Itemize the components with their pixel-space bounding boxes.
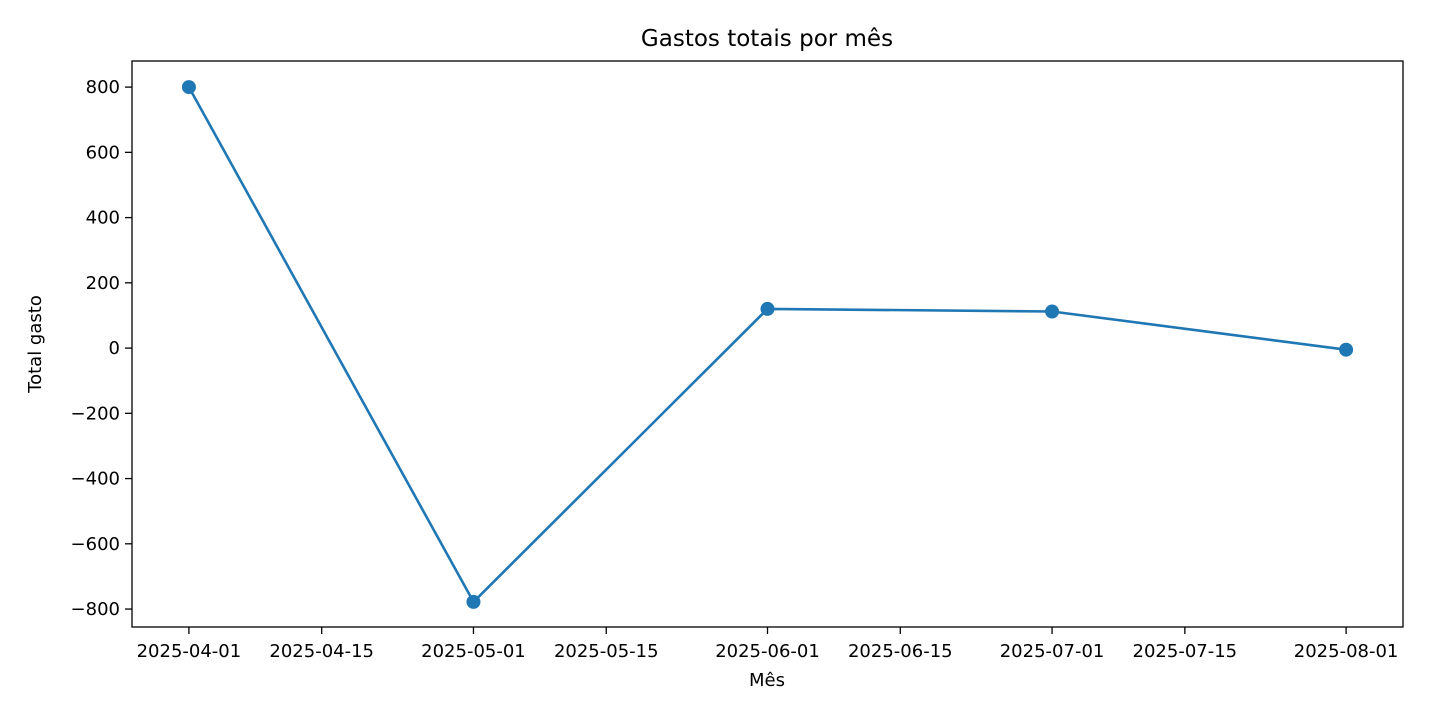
chart-title: Gastos totais por mês bbox=[641, 26, 893, 52]
y-axis-label: Total gasto bbox=[25, 295, 46, 394]
y-tick-label: 400 bbox=[86, 208, 120, 229]
y-tick-label: 800 bbox=[86, 77, 120, 98]
series-line bbox=[187, 86, 1347, 604]
y-tick-label: −800 bbox=[71, 599, 120, 620]
data-point bbox=[466, 594, 481, 609]
x-tick-label: 2025-04-01 bbox=[137, 641, 242, 662]
data-point bbox=[760, 301, 775, 316]
y-tick-label: 600 bbox=[86, 142, 120, 163]
x-axis-ticks: 2025-04-01 2025-04-15 2025-05-01 2025-05-15… bbox=[137, 627, 1399, 662]
y-tick-label: 0 bbox=[109, 338, 120, 359]
y-axis-ticks: 800 600 400 200 0 −200 −400 −600 −800 bbox=[71, 77, 132, 620]
x-tick-label: 2025-06-15 bbox=[848, 641, 953, 662]
y-tick-label: 200 bbox=[86, 273, 120, 294]
x-tick-label: 2025-05-01 bbox=[421, 641, 526, 662]
data-point bbox=[181, 80, 196, 95]
x-tick-label: 2025-05-15 bbox=[554, 641, 659, 662]
x-tick-label: 2025-07-15 bbox=[1133, 641, 1238, 662]
x-tick-label: 2025-08-01 bbox=[1294, 641, 1399, 662]
x-tick-label: 2025-04-15 bbox=[269, 641, 374, 662]
y-tick-label: −200 bbox=[71, 403, 120, 424]
plot-frame bbox=[131, 60, 1404, 628]
x-tick-label: 2025-07-01 bbox=[1000, 641, 1105, 662]
data-point bbox=[1339, 342, 1354, 357]
x-axis-label: Mês bbox=[749, 670, 785, 691]
x-tick-label: 2025-06-01 bbox=[715, 641, 820, 662]
y-tick-label: −400 bbox=[71, 469, 120, 490]
data-point bbox=[1045, 304, 1060, 319]
series-layer bbox=[181, 80, 1354, 609]
y-tick-label: −600 bbox=[71, 534, 120, 555]
